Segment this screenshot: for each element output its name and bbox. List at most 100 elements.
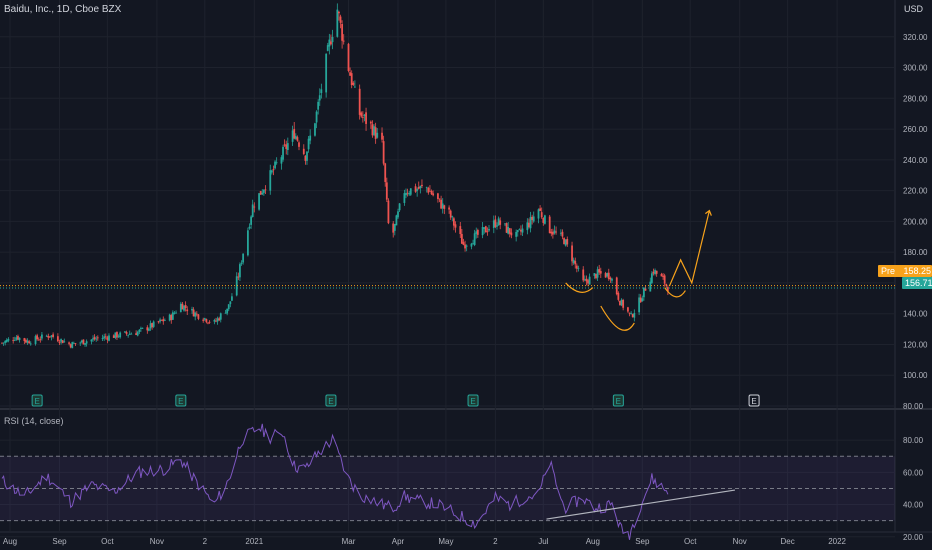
candle-up [50, 335, 53, 337]
candle-up [248, 226, 251, 229]
candle-down [561, 231, 564, 237]
candle-down [82, 339, 85, 345]
candle-up [191, 308, 193, 311]
candle-up [638, 297, 641, 313]
rsi-tick-label: 80.00 [903, 436, 924, 445]
candle-up [5, 339, 8, 343]
candle-up [492, 220, 495, 228]
candle-up [425, 187, 428, 189]
candle-down [387, 200, 390, 224]
candle-down [207, 322, 209, 324]
candle-down [655, 270, 658, 274]
rsi-band [0, 455, 895, 522]
candle-up [41, 334, 43, 339]
candle-up [203, 318, 206, 320]
candle-down [49, 336, 51, 338]
candle-down [365, 112, 367, 124]
candle-up [320, 89, 323, 94]
x-tick-label: 2022 [828, 537, 846, 546]
candle-up [136, 331, 139, 336]
candle-up [34, 336, 37, 344]
candle-up [117, 336, 120, 338]
candle-up [251, 204, 254, 218]
candle-up [633, 312, 636, 318]
earnings-marker [612, 394, 624, 407]
symbol-title[interactable]: Baidu, Inc., 1D, Cboe BZX [4, 4, 122, 15]
candle-down [631, 314, 634, 318]
candle-up [231, 296, 233, 301]
candle-down [505, 223, 508, 233]
pre-label: Pre [881, 266, 896, 276]
candle-down [531, 216, 534, 220]
candle-down [414, 186, 417, 192]
candle-up [79, 342, 82, 344]
candle-up [529, 216, 532, 229]
candle-down [528, 222, 530, 228]
candle-down [440, 199, 443, 209]
candle-down [272, 169, 275, 171]
candle-down [202, 319, 205, 321]
candle-down [135, 333, 138, 335]
earnings-marker [31, 394, 43, 407]
candle-up [405, 193, 407, 196]
candle-up [108, 335, 110, 341]
candle-up [92, 338, 94, 340]
candle-up [235, 276, 238, 296]
earnings-marker [467, 394, 479, 407]
candle-down [599, 271, 602, 274]
candle-down [392, 223, 395, 233]
candle-up [373, 126, 375, 135]
candle-up [242, 253, 245, 263]
candle-down [61, 340, 64, 344]
candle-down [462, 242, 465, 245]
candle-down [476, 229, 479, 235]
earnings-marker-label: E [470, 397, 475, 406]
candle-up [326, 45, 329, 51]
candle-up [544, 215, 546, 224]
candle-down [304, 155, 307, 161]
candle-down [438, 198, 441, 200]
candle-down [627, 307, 629, 312]
candle-down [595, 274, 597, 279]
rsi-title[interactable]: RSI (14, close) [4, 416, 64, 426]
candle-down [184, 305, 187, 309]
candle-up [194, 312, 197, 317]
price-tick-label: 80.00 [903, 402, 924, 411]
candle-up [84, 343, 86, 345]
candle-down [302, 148, 305, 155]
candle-down [448, 207, 450, 210]
candle-up [130, 333, 133, 335]
candle-down [112, 335, 115, 338]
candle-down [571, 245, 573, 262]
candle-down [617, 293, 620, 300]
x-tick-label: Nov [150, 537, 164, 546]
x-tick-label: Nov [733, 537, 747, 546]
candle-up [317, 101, 320, 110]
candle-up [250, 216, 252, 225]
candle-up [229, 301, 232, 305]
candle-up [183, 305, 185, 311]
candle-up [95, 338, 98, 340]
candle-up [216, 318, 219, 322]
candle-up [291, 130, 294, 142]
candle-up [71, 342, 74, 349]
candle-up [149, 323, 152, 329]
candle-down [218, 318, 221, 321]
candle-up [532, 216, 535, 222]
candle-up [114, 332, 117, 338]
candle-down [639, 297, 642, 303]
candle-up [395, 215, 398, 226]
candle-down [652, 271, 655, 274]
x-tick-label: Sep [635, 537, 650, 546]
candle-down [429, 190, 431, 192]
arc-annotation [600, 305, 635, 331]
candle-down [215, 320, 217, 322]
candle-down [1, 342, 3, 344]
candle-up [128, 333, 131, 335]
candle-down [93, 337, 96, 340]
candle-up [168, 314, 171, 321]
candle-down [430, 190, 433, 195]
candle-up [26, 340, 29, 343]
rsi-tick-label: 40.00 [903, 501, 924, 510]
candle-down [662, 275, 664, 277]
